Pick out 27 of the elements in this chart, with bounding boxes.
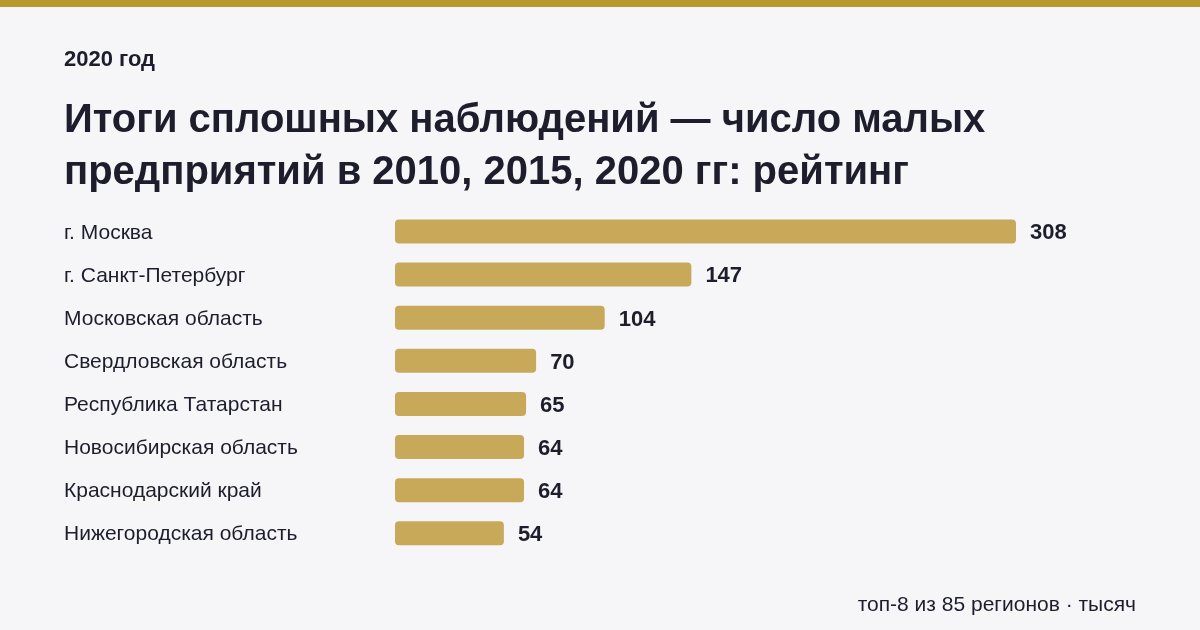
bar	[395, 521, 504, 546]
y-tick-label: г. Санкт-Петербург	[64, 262, 246, 286]
data-label: 147	[705, 262, 743, 288]
data-label: 54	[517, 521, 544, 547]
y-tick-label: Новосибирская область	[64, 435, 298, 459]
y-tick-label: Нижегородская область	[64, 521, 298, 545]
bar	[395, 478, 525, 503]
chart-title: Итоги сплошных наблюдений — число малых предприятий в 2010, 2015, 2020 гг: рейтинг	[64, 95, 987, 194]
data-label: 70	[550, 348, 575, 374]
y-tick-label: Московская область	[64, 305, 263, 329]
data-label: 64	[538, 434, 564, 460]
data-label: 65	[540, 391, 565, 417]
text: 2020 год	[64, 46, 156, 72]
data-label: 308	[1030, 219, 1067, 245]
bar	[395, 391, 527, 416]
bar	[395, 305, 605, 330]
data-label: 104	[618, 305, 657, 331]
y-tick-label: г. Москва	[64, 219, 153, 243]
data-label: 64	[538, 478, 564, 504]
bar	[395, 435, 525, 460]
bar	[395, 262, 692, 287]
bar	[395, 348, 537, 373]
bar	[395, 219, 1016, 244]
y-tick-label: Свердловская область	[64, 348, 288, 372]
y-tick-label: Краснодарский край	[64, 478, 262, 502]
y-tick-label: Республика Татарстан	[64, 392, 283, 416]
text: топ-8 из 85 регионов · тысяч	[857, 592, 1136, 616]
